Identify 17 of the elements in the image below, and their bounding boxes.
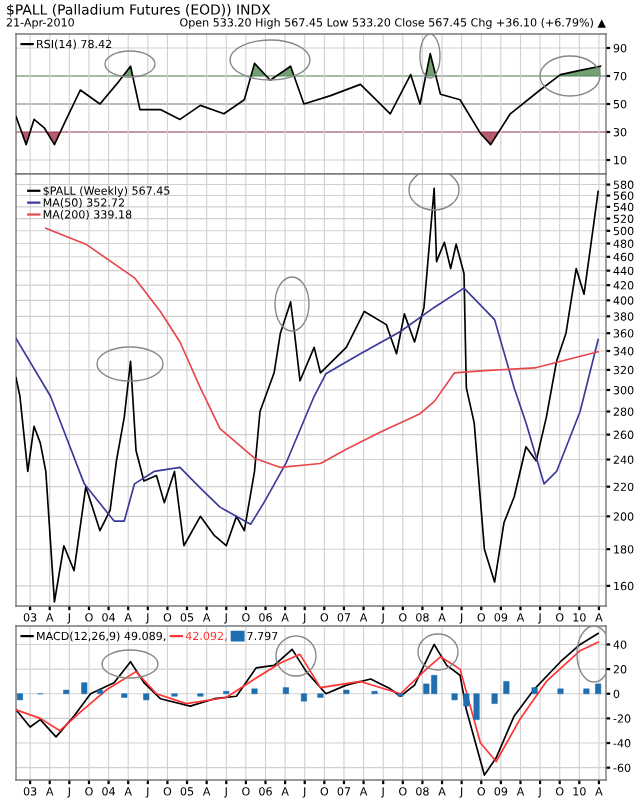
bar [451, 693, 458, 701]
bar [251, 688, 258, 695]
bar [595, 683, 602, 695]
bar [16, 693, 23, 701]
bar [531, 687, 538, 695]
bar [557, 688, 564, 695]
bar [282, 687, 289, 695]
bar [431, 675, 438, 695]
bar [583, 688, 590, 695]
bar [491, 693, 498, 704]
bar [143, 693, 150, 701]
bar [503, 681, 510, 695]
line-series [44, 227, 599, 469]
bar [81, 682, 88, 695]
bar [423, 683, 430, 695]
bar [300, 693, 307, 702]
line-series [16, 287, 599, 526]
